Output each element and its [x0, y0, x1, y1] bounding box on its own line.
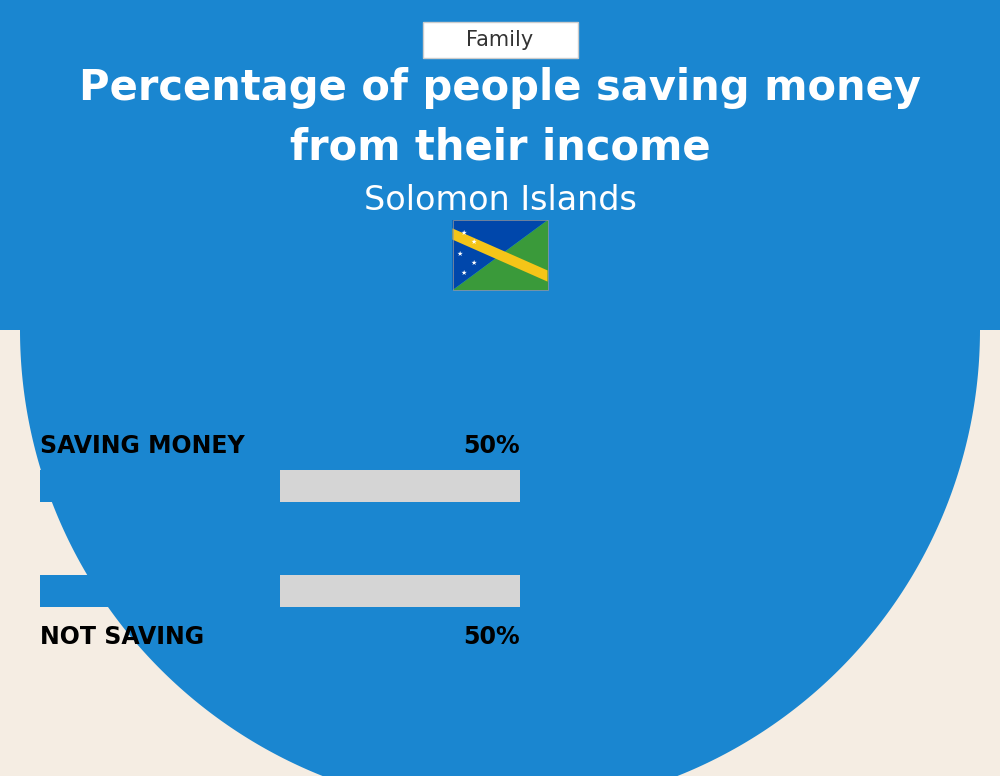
Text: Percentage of people saving money: Percentage of people saving money [79, 67, 921, 109]
Text: Family: Family [466, 30, 534, 50]
Text: 50%: 50% [463, 625, 520, 649]
Text: 50%: 50% [463, 434, 520, 458]
Bar [40, 575, 280, 607]
Bar [452, 220, 548, 290]
FancyBboxPatch shape [422, 22, 578, 58]
Polygon shape [452, 220, 548, 290]
Text: ★: ★ [470, 240, 477, 245]
Polygon shape [452, 220, 548, 290]
Bar [40, 575, 520, 607]
Bar [40, 470, 520, 502]
Bar [40, 470, 280, 502]
Text: ★: ★ [461, 230, 467, 236]
Text: ★: ★ [461, 269, 467, 275]
Text: Solomon Islands: Solomon Islands [364, 183, 636, 217]
Text: NOT SAVING: NOT SAVING [40, 625, 204, 649]
Text: ★: ★ [470, 261, 477, 266]
Text: SAVING MONEY: SAVING MONEY [40, 434, 245, 458]
Polygon shape [452, 228, 548, 282]
Text: from their income: from their income [290, 127, 710, 169]
Text: ★: ★ [457, 251, 463, 257]
